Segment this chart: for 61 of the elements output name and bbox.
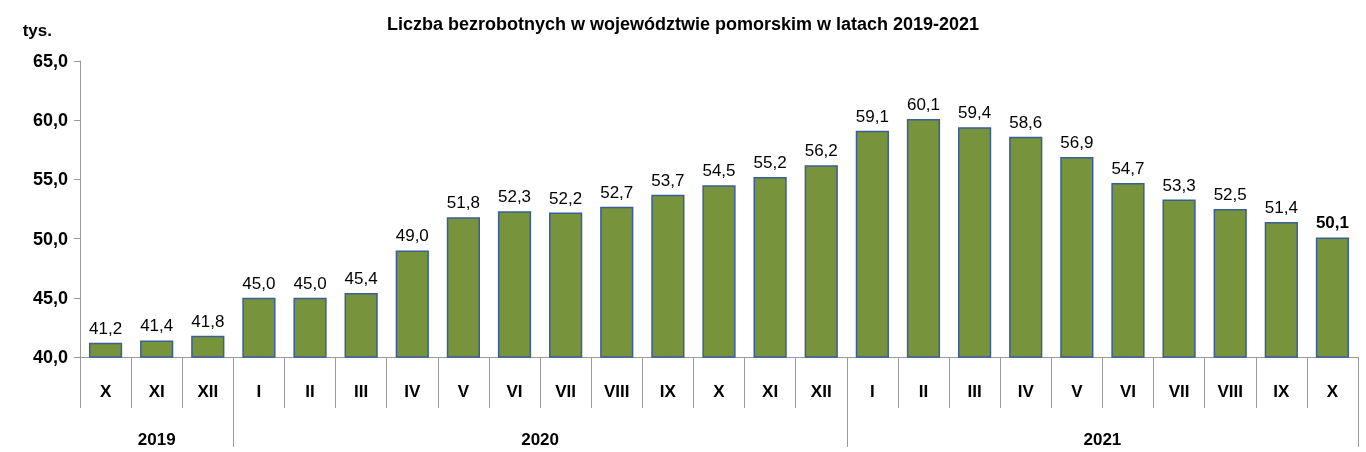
data-label: 51,8: [446, 193, 480, 213]
x-tick-label: X: [713, 382, 726, 401]
y-tick-label: 45,0: [32, 287, 68, 308]
x-tick-label: III: [354, 382, 369, 401]
x-tick-label: VI: [1119, 382, 1136, 401]
x-tick-label: V: [1071, 382, 1084, 401]
x-tick-label: VII: [555, 382, 577, 401]
data-label: 53,7: [651, 170, 685, 190]
data-label: 52,3: [497, 187, 532, 207]
data-label: 51,4: [1264, 198, 1298, 218]
x-tick-label: X: [1326, 382, 1339, 401]
data-label: 41,2: [89, 318, 123, 338]
data-label: 45,4: [344, 269, 378, 289]
data-label: 55,2: [753, 153, 787, 173]
data-label: 56,9: [1060, 132, 1094, 152]
data-label: 54,5: [702, 161, 736, 181]
x-tick-label: VI: [506, 382, 523, 401]
x-tick-label: VIII: [1217, 382, 1243, 401]
x-tick-label: XI: [148, 382, 165, 401]
text: 2020: [521, 429, 559, 449]
x-tick-label: VII: [1168, 382, 1190, 401]
x-tick-label: I: [256, 382, 262, 401]
x-tick-label: IV: [404, 382, 421, 401]
x-tick-label: X: [99, 382, 112, 401]
y-axis-title: tys.: [22, 21, 52, 40]
text: 2019: [137, 429, 176, 449]
x-tick-label: XI: [762, 382, 779, 401]
y-tick-label: 55,0: [32, 169, 68, 190]
x-tick-label: IV: [1017, 382, 1035, 401]
y-tick-label: 40,0: [32, 347, 68, 367]
data-label: 45,0: [293, 273, 327, 293]
x-tick-label: III: [967, 382, 982, 401]
y-tick-label: 60,0: [32, 110, 68, 131]
data-label: 50,1: [1315, 213, 1349, 233]
data-label: 52,5: [1213, 185, 1247, 204]
x-tick-label: XII: [197, 382, 219, 401]
x-tick-label: II: [918, 382, 929, 401]
data-label: 60,1: [906, 95, 941, 115]
x-tick-label: I: [869, 382, 875, 401]
x-tick-label: XII: [810, 382, 832, 401]
data-label: 59,1: [855, 106, 889, 126]
x-tick-label: V: [457, 382, 470, 401]
data-label: 41,4: [140, 316, 174, 336]
text: 2021: [1083, 429, 1122, 449]
data-label: 52,7: [600, 182, 634, 202]
data-label: 49,0: [395, 226, 429, 246]
data-label: 52,2: [549, 188, 583, 208]
y-tick-label: 50,0: [32, 228, 68, 249]
data-label: 45,0: [242, 273, 276, 293]
chart-title: Liczba bezrobotnych w województwie pomorskim w latach 2019-2021: [386, 14, 980, 34]
data-label: 58,6: [1009, 112, 1043, 132]
data-label: 41,8: [191, 311, 225, 331]
data-label: 54,7: [1111, 158, 1145, 178]
x-tick-label: IX: [1273, 382, 1291, 401]
y-tick-label: 65,0: [32, 51, 68, 71]
data-label: 59,4: [958, 103, 992, 123]
data-label: 56,2: [804, 141, 838, 161]
x-tick-label: II: [305, 382, 315, 401]
x-tick-label: VIII: [604, 382, 630, 401]
data-label: 53,3: [1162, 175, 1196, 195]
x-tick-label: IX: [659, 382, 677, 401]
